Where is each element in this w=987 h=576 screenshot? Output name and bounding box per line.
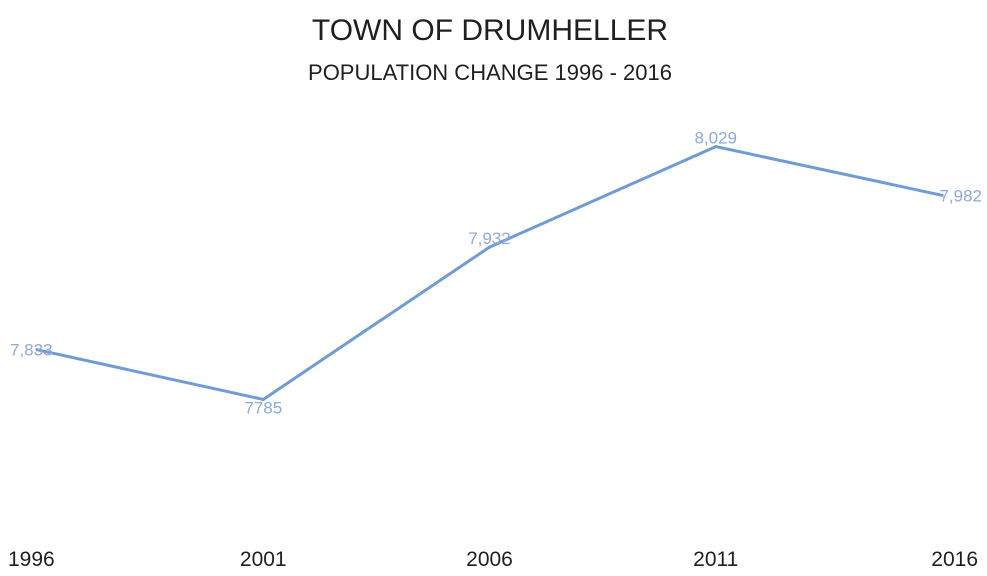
x-tick-label: 1996: [8, 548, 55, 571]
chart-title: TOWN OF DRUMHELLER: [312, 14, 668, 47]
chart-subtitle: POPULATION CHANGE 1996 - 2016: [308, 60, 672, 85]
data-label: 7,833: [10, 341, 53, 360]
x-axis: 1996 2001 2006 2011 2016: [8, 548, 978, 571]
x-tick-label: 2011: [693, 548, 738, 571]
x-tick-label: 2006: [466, 548, 513, 571]
data-point: [261, 397, 265, 401]
data-label: 7785: [244, 398, 282, 417]
data-label-layer: 7,833 7785 7,932 8,029 7,982: [10, 129, 982, 418]
data-label: 7,982: [939, 186, 982, 205]
series-line-segment: [261, 245, 491, 401]
series-line-segment: [488, 145, 718, 249]
series-line-segment: [714, 145, 944, 197]
series-line-segment: [35, 348, 265, 401]
data-label: 7,932: [468, 229, 511, 248]
series-layer: [35, 145, 944, 401]
x-tick-label: 2001: [240, 548, 287, 571]
data-point: [940, 193, 944, 197]
data-point: [35, 348, 39, 352]
data-label: 8,029: [694, 129, 737, 148]
x-tick-label: 2016: [931, 548, 978, 571]
data-point: [488, 245, 491, 249]
data-point: [714, 145, 718, 149]
